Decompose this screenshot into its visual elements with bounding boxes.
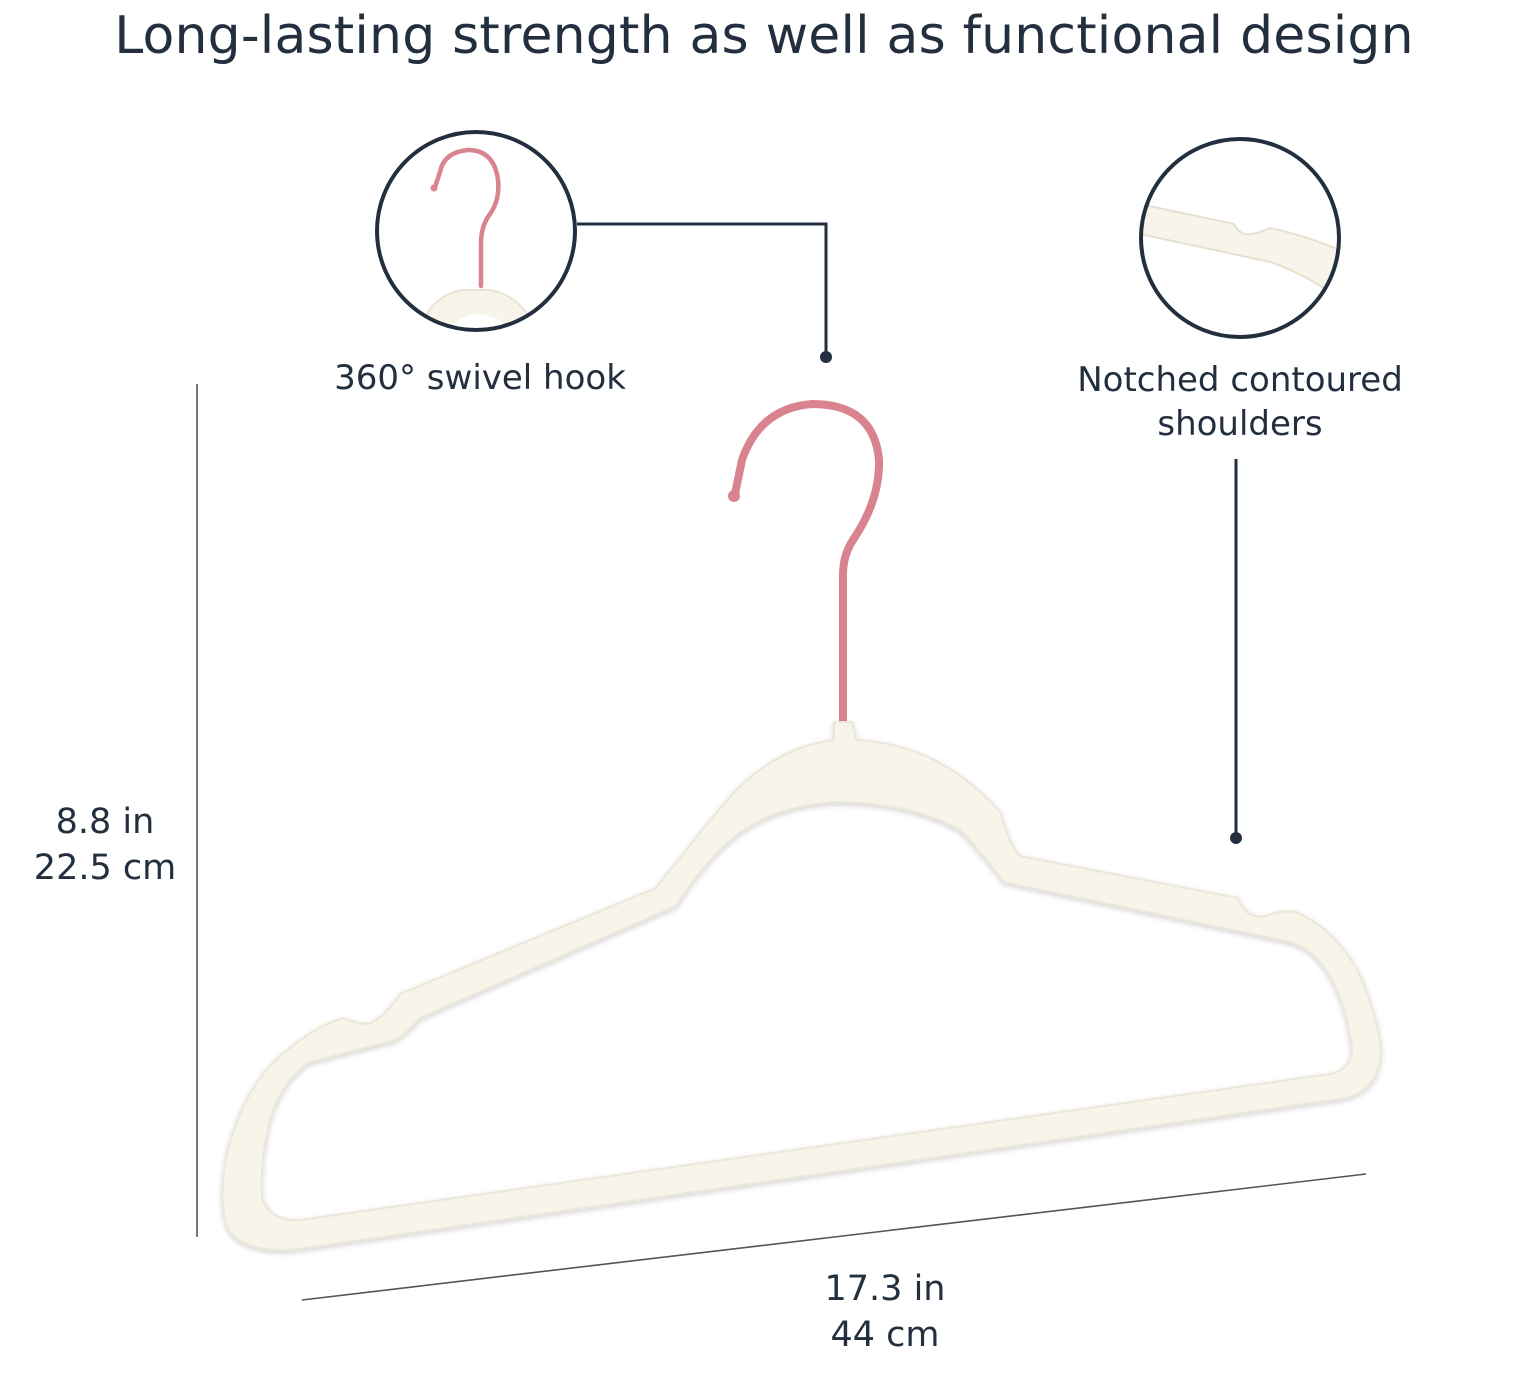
height-inches: 8.8 in [55, 802, 155, 842]
swivel-hook-label: 360° swivel hook [300, 356, 660, 400]
height-centimeters: 22.5 cm [33, 848, 177, 888]
hanger-body [221, 721, 1382, 1252]
shoulder-leader-dot [1230, 832, 1242, 844]
width-dimension-line [301, 1173, 1367, 1301]
hook-callout-circle [375, 130, 577, 332]
notched-shoulders-label-line1: Notched contoured [1077, 360, 1403, 400]
hanger-hook-wire [731, 399, 884, 726]
notch-callout-circle [1139, 137, 1341, 339]
notch-icon [1142, 202, 1338, 303]
notched-shoulders-label: Notched contoured shoulders [1060, 358, 1420, 446]
height-dimension-label: 8.8 in 22.5 cm [10, 799, 200, 891]
page-title: Long-lasting strength as well as functio… [114, 6, 1414, 66]
width-centimeters: 44 cm [830, 1315, 940, 1355]
notched-shoulders-label-line2: shoulders [1157, 404, 1323, 444]
width-dimension-label: 17.3 in 44 cm [760, 1266, 1010, 1358]
width-inches: 17.3 in [824, 1269, 946, 1309]
hook-leader-line [577, 222, 828, 356]
hook-icon [432, 147, 501, 289]
hook-leader-dot [820, 351, 832, 363]
swivel-hook-label-line: 360° swivel hook [334, 358, 626, 398]
